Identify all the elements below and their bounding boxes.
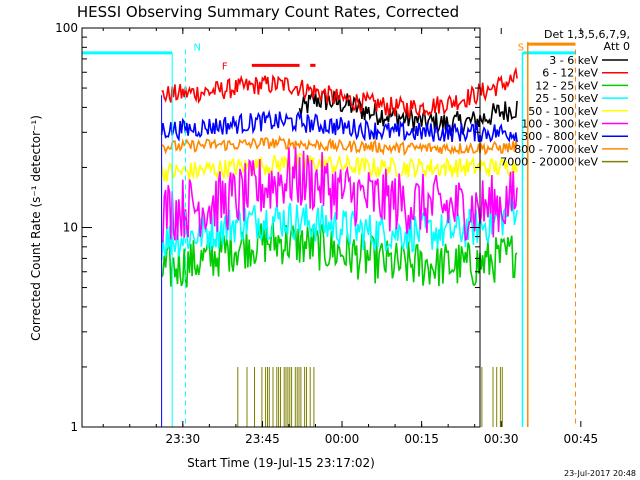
legend-label-4: 50 - 100 keV (528, 105, 598, 118)
y-tick-label-1: 10 (63, 221, 78, 235)
y-axis: 1 10 100 (55, 21, 480, 434)
x-tick-label-1: 23:45 (245, 432, 280, 446)
series-line-2 (160, 219, 518, 288)
series-line-8 (237, 366, 503, 427)
x-tick-label-3: 00:15 (404, 432, 439, 446)
series-line-1 (161, 66, 518, 119)
legend-label-1: 6 - 12 keV (542, 67, 598, 80)
legend-label-0: 3 - 6 keV (549, 54, 598, 67)
series-6 (160, 109, 518, 143)
series-line-5 (161, 146, 518, 243)
legend-header-0: Det 1,3,5,6,7,9, (544, 28, 630, 41)
x-tick-label-4: 00:30 (484, 432, 519, 446)
x-axis: 23:30 23:45 00:00 00:15 00:30 00:45 (102, 28, 599, 446)
series-line-0 (298, 90, 518, 136)
x-tick-label-2: 00:00 (325, 432, 360, 446)
legend-label-7: 800 - 7000 keV (514, 143, 598, 156)
attenuator-state (82, 51, 576, 427)
x-tick-label-5: 00:45 (564, 432, 599, 446)
series-1 (161, 66, 518, 119)
series-8 (237, 366, 503, 427)
chart-title: HESSI Observing Summary Count Rates, Cor… (77, 3, 459, 21)
series-4 (160, 152, 518, 182)
y-tick-label-0: 1 (70, 420, 78, 434)
annotation-2: F (222, 61, 316, 72)
legend-label-6: 300 - 800 keV (521, 130, 598, 143)
timestamp: 23-Jul-2017 20:48 (564, 469, 636, 478)
x-axis-label: Start Time (19-Jul-15 23:17:02) (187, 456, 375, 470)
series-5 (161, 146, 518, 243)
annotation-label-2: F (222, 61, 228, 72)
series-line-7 (161, 135, 518, 157)
series-2 (160, 219, 518, 288)
annotation-0: N (184, 43, 201, 427)
plot-area: N S F (82, 42, 577, 427)
legend-label-2: 12 - 25 keV (535, 79, 598, 92)
x-tick-label-0: 23:30 (166, 432, 201, 446)
annotation-1: S (518, 42, 576, 427)
series-line-6 (160, 109, 518, 143)
series-0 (298, 90, 518, 136)
legend-label-5: 100 - 300 keV (521, 118, 598, 131)
series-7 (161, 135, 518, 157)
y-tick-label-2: 100 (55, 21, 78, 35)
annotation-label-1: S (518, 43, 524, 54)
annotation-label-0: N (193, 43, 200, 54)
y-axis-label: Corrected Count Rate (s⁻¹ detector⁻¹) (29, 115, 43, 341)
legend-label-8: 7000 - 20000 keV (500, 156, 598, 169)
series-line-4 (160, 152, 518, 182)
legend-label-3: 25 - 50 keV (535, 92, 598, 105)
legend-header-1: Att 0 (604, 40, 630, 53)
